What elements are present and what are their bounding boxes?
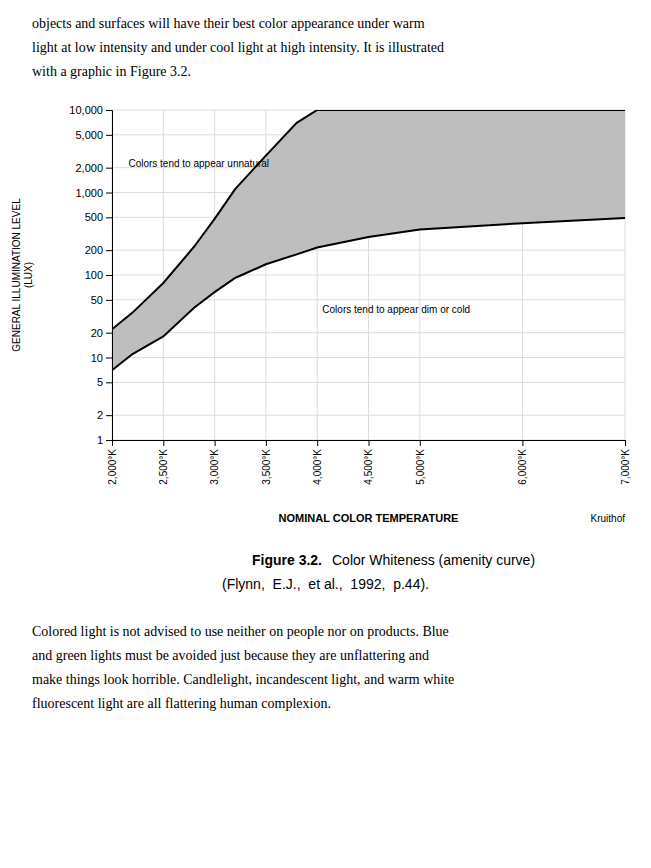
y-tick: 2,000 [75, 162, 112, 174]
y-tick: 1,000 [75, 187, 112, 199]
y-tick-mark [106, 440, 112, 441]
y-tick-mark [106, 300, 112, 301]
y-tick-mark [106, 275, 112, 276]
paragraph-line: make things look horrible. Candlelight, … [32, 672, 454, 687]
paragraph-line: Colored light is not advised to use neit… [32, 624, 449, 639]
paragraph-line: light at low intensity and under cool li… [32, 40, 444, 55]
y-tick: 100 [85, 269, 112, 281]
y-tick-label: 2,000 [75, 162, 103, 174]
caption-source: (Flynn, E.J., et al., 1992, p.44). [222, 576, 429, 592]
x-tick-label: 6,000°K [517, 449, 528, 485]
y-tick-mark [106, 250, 112, 251]
x-tick: 2,500°K [158, 440, 169, 485]
x-tick-mark [625, 440, 626, 446]
x-tick-mark [420, 440, 421, 446]
caption-label: Figure 3.2. [252, 552, 322, 568]
y-tick-mark [106, 217, 112, 218]
grid [112, 110, 625, 440]
plot-area [112, 110, 625, 370]
credit: Kruithof [591, 513, 626, 524]
y-axis-line [106, 111, 113, 441]
y-tick-label: 50 [91, 294, 103, 306]
y-tick-mark [106, 415, 112, 416]
x-tick: 6,000°K [517, 440, 528, 485]
x-tick-mark [266, 440, 267, 446]
x-tick-label: 2,500°K [158, 449, 169, 485]
y-tick-label: 1 [97, 434, 103, 446]
y-tick: 50 [91, 294, 112, 306]
y-tick-label: 500 [85, 211, 103, 223]
y-tick: 10 [91, 352, 112, 364]
x-tick-label: 4,000°K [312, 449, 323, 485]
paragraph-line: with a graphic in Figure 3.2. [32, 64, 191, 79]
x-tick: 4,000°K [312, 440, 323, 485]
y-tick-mark [106, 168, 112, 169]
annotation: Colors tend to appear dim or cold [322, 304, 470, 315]
x-tick: 5,000°K [415, 440, 426, 485]
y-tick-mark [106, 358, 112, 359]
curve [112, 218, 625, 370]
curve [112, 110, 625, 329]
x-tick: 4,500°K [363, 440, 374, 485]
page: objects and surfaces will have their bes… [0, 0, 651, 868]
x-tick: 3,000°K [209, 440, 220, 485]
y-tick: 5,000 [75, 129, 112, 141]
x-tick-mark [522, 440, 523, 446]
y-tick: 20 [91, 327, 112, 339]
y-tick: 200 [85, 244, 112, 256]
y-tick: 1 [97, 434, 112, 446]
y-axis: 1 2 5 10 20 50 100 200 500 1,000 2,000 5,000 10,000 [69, 104, 112, 446]
y-tick-label: 5,000 [75, 129, 103, 141]
x-axis-line [113, 441, 626, 447]
y-tick-mark [106, 333, 112, 334]
y-tick: 2 [97, 409, 112, 421]
y-tick-label: 2 [97, 409, 103, 421]
y-tick-label: 10,000 [69, 104, 103, 116]
y-tick-label: 20 [91, 327, 103, 339]
caption: Color Whiteness (amenity curve) [332, 552, 535, 568]
x-tick: 2,000°K [107, 440, 118, 485]
y-tick: 500 [85, 211, 112, 223]
x-tick-label: 7,000°K [620, 449, 631, 485]
y-tick-label: 1,000 [75, 187, 103, 199]
paragraph-line: objects and surfaces will have their bes… [32, 16, 425, 31]
y-tick-mark [106, 382, 112, 383]
y-axis-title: GENERAL ILLUMINATION LEVEL(LUX) [11, 198, 34, 352]
paragraph-line: and green lights must be avoided just be… [32, 648, 429, 663]
annotations: Colors tend to appear unnatural Colors te… [128, 158, 470, 314]
y-tick: 10,000 [69, 104, 112, 116]
y-tick: 5 [97, 376, 112, 388]
y-tick-label: 10 [91, 352, 103, 364]
x-axis-title: NOMINAL COLOR TEMPERATURE [279, 512, 459, 524]
text-bottom: Colored light is not advised to use neit… [32, 624, 454, 711]
x-tick-mark [215, 440, 216, 446]
x-tick-label: 3,000°K [209, 449, 220, 485]
y-tick-mark [106, 110, 112, 111]
x-tick: 3,500°K [261, 440, 272, 485]
paragraph-line: fluorescent light are all flattering hum… [32, 696, 331, 711]
x-tick-label: 4,500°K [363, 449, 374, 485]
y-tick-mark [106, 135, 112, 136]
x-tick-label: 2,000°K [107, 449, 118, 485]
annotation: Colors tend to appear unnatural [128, 158, 269, 169]
x-tick-mark [369, 440, 370, 446]
y-tick-mark [106, 193, 112, 194]
x-axis: 2,000°K 2,500°K 3,000°K 3,500°K 4,000°K 4,500… [107, 440, 631, 485]
x-tick-mark [317, 440, 318, 446]
x-tick-label: 3,500°K [261, 449, 272, 485]
y-tick-label: 100 [85, 269, 103, 281]
y-tick-label: 5 [97, 376, 103, 388]
comfort-band [112, 110, 625, 370]
y-tick-label: 200 [85, 244, 103, 256]
x-tick-label: 5,000°K [415, 449, 426, 485]
x-tick: 7,000°K [620, 440, 631, 485]
text-top: objects and surfaces will have their bes… [32, 16, 444, 79]
x-tick-mark [163, 440, 164, 446]
